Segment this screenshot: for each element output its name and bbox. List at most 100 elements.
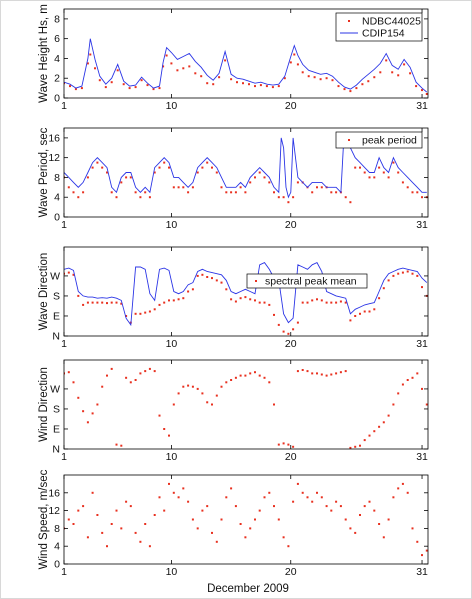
data-point (106, 171, 108, 174)
axes-frame (63, 246, 429, 337)
data-point (211, 277, 213, 280)
data-point (277, 85, 280, 88)
data-point (331, 79, 334, 82)
data-point (316, 298, 318, 301)
data-point (212, 83, 215, 86)
data-point (320, 299, 323, 302)
data-point (67, 271, 70, 274)
data-point (411, 272, 414, 275)
data-point (67, 518, 70, 521)
data-point (234, 376, 237, 379)
data-point (129, 505, 132, 508)
data-point (168, 299, 170, 302)
legend-entry-label: CDIP154 (362, 28, 405, 40)
data-point (72, 191, 75, 194)
data-point (289, 61, 292, 64)
y-tick-label: 2 (54, 73, 60, 85)
data-point (77, 196, 80, 199)
data-point (194, 72, 197, 75)
data-point (421, 554, 423, 557)
x-tick-label: 1 (61, 566, 67, 578)
data-point (421, 196, 423, 199)
data-point (177, 186, 180, 189)
data-point (392, 496, 395, 499)
data-point (254, 371, 256, 374)
data-point (287, 332, 290, 335)
data-point (307, 75, 310, 78)
data-point (225, 288, 228, 291)
data-point (254, 85, 256, 88)
data-point (82, 191, 85, 194)
data-point (273, 505, 275, 508)
data-point (220, 385, 223, 388)
data-point (64, 82, 65, 85)
y-tick-label: 4 (54, 541, 60, 553)
data-point (301, 369, 304, 371)
data-point (409, 72, 412, 75)
data-point (416, 191, 419, 194)
data-point (268, 491, 271, 494)
data-point (134, 191, 137, 194)
data-point (72, 381, 75, 384)
data-point (188, 65, 191, 68)
data-point (361, 83, 364, 86)
data-point (382, 171, 385, 174)
data-point (196, 274, 199, 277)
data-point (335, 191, 338, 194)
data-point (406, 379, 409, 381)
data-point (359, 312, 361, 315)
data-point (296, 321, 299, 324)
data-point (196, 527, 199, 530)
data-point (182, 186, 185, 189)
data-point (201, 166, 204, 169)
series-line-cdip154-1 (64, 38, 428, 93)
data-point (218, 76, 221, 79)
data-point (139, 196, 142, 199)
data-point (82, 303, 85, 306)
data-point (224, 59, 227, 62)
data-point (387, 518, 390, 521)
x-tick-label: 1 (61, 451, 67, 463)
x-tick-label: 31 (416, 451, 428, 463)
data-point (382, 536, 385, 539)
data-point (249, 527, 252, 530)
data-point (416, 372, 419, 375)
data-point (401, 181, 404, 184)
data-point (182, 297, 185, 300)
data-point (244, 296, 247, 299)
data-point (339, 371, 342, 374)
data-point (153, 370, 156, 373)
data-point (72, 273, 75, 276)
data-point (168, 482, 170, 485)
y-tick-label: S (53, 403, 60, 415)
data-point (86, 421, 89, 424)
data-point (220, 186, 223, 189)
data-point (86, 62, 89, 65)
data-point (101, 531, 104, 534)
data-point (163, 509, 166, 512)
series-line-series-1 (64, 136, 427, 199)
x-tick-label: 20 (285, 100, 297, 112)
x-tick-label: 20 (285, 219, 297, 231)
data-point (263, 301, 266, 304)
x-tick-label: 20 (285, 566, 297, 578)
data-point (283, 77, 286, 80)
axes-frame (63, 359, 429, 450)
data-point (401, 482, 404, 485)
data-point (86, 536, 89, 539)
data-point (254, 176, 256, 179)
data-point (116, 69, 119, 72)
data-point (64, 272, 65, 275)
data-point (158, 166, 161, 169)
data-point (125, 176, 128, 179)
data-point (86, 301, 89, 304)
x-axis-label: December 2009 (207, 583, 289, 595)
x-tick-label: 10 (166, 451, 178, 463)
x-tick-label: 31 (416, 566, 428, 578)
data-point (220, 281, 223, 284)
y-axis-label: Wave Direction (38, 253, 50, 331)
data-point (292, 445, 295, 448)
data-point (273, 403, 275, 406)
data-point (187, 191, 190, 194)
data-point (254, 299, 256, 302)
